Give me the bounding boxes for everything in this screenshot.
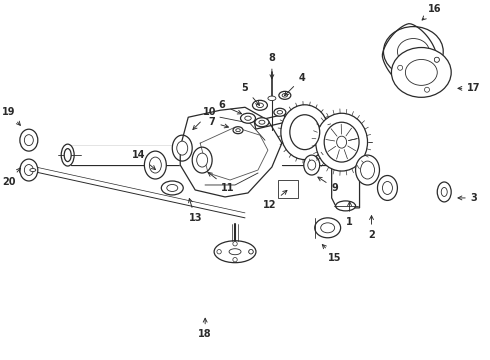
Ellipse shape [255,118,269,127]
Polygon shape [282,146,355,165]
Ellipse shape [315,218,341,238]
Ellipse shape [308,160,316,170]
Ellipse shape [20,159,38,181]
Ellipse shape [177,141,188,155]
Ellipse shape [214,241,256,263]
Text: 12: 12 [263,190,287,210]
Ellipse shape [192,147,212,173]
Circle shape [233,257,237,262]
Circle shape [249,249,253,254]
Text: 3: 3 [458,193,477,203]
Ellipse shape [149,157,161,173]
Polygon shape [180,107,282,197]
Circle shape [249,249,253,254]
Ellipse shape [256,103,264,108]
Ellipse shape [397,39,429,64]
Ellipse shape [161,181,183,195]
Ellipse shape [324,122,359,162]
Text: 8: 8 [269,54,275,78]
Ellipse shape [252,100,268,110]
Text: 15: 15 [322,244,342,263]
Text: 1: 1 [346,202,353,227]
Ellipse shape [268,96,276,100]
Ellipse shape [337,136,346,148]
Ellipse shape [437,182,451,202]
Ellipse shape [236,129,240,132]
Ellipse shape [167,184,178,192]
Ellipse shape [274,108,286,116]
Text: 20: 20 [2,168,21,187]
Ellipse shape [383,181,392,194]
Ellipse shape [229,249,241,255]
Ellipse shape [196,153,208,167]
Ellipse shape [245,116,251,120]
Ellipse shape [316,113,368,171]
Text: 16: 16 [422,4,441,20]
Text: 13: 13 [189,199,202,223]
Text: 5: 5 [242,84,260,105]
Ellipse shape [405,59,437,85]
Ellipse shape [361,161,374,179]
Polygon shape [254,114,286,129]
Text: 14: 14 [132,150,155,170]
Circle shape [233,242,237,246]
Text: 11: 11 [208,172,235,193]
Ellipse shape [282,94,288,97]
Circle shape [398,65,403,70]
Ellipse shape [336,201,356,211]
Ellipse shape [24,135,33,146]
Polygon shape [278,180,298,198]
Ellipse shape [259,120,265,124]
Text: 4: 4 [285,73,305,96]
Ellipse shape [24,165,33,176]
Circle shape [434,57,440,62]
Ellipse shape [30,168,36,171]
Ellipse shape [356,155,379,185]
Text: 7: 7 [209,117,228,128]
Ellipse shape [281,105,329,159]
Ellipse shape [279,91,291,99]
Circle shape [434,57,440,62]
Polygon shape [382,24,437,87]
Ellipse shape [290,115,319,150]
Ellipse shape [172,135,192,161]
Ellipse shape [20,129,38,151]
Text: 10: 10 [193,107,217,130]
Ellipse shape [277,111,283,114]
Ellipse shape [61,144,74,166]
Text: 19: 19 [2,107,21,125]
Circle shape [424,87,429,92]
Ellipse shape [441,188,447,197]
Text: 18: 18 [198,318,212,339]
Ellipse shape [392,48,451,97]
Ellipse shape [64,149,71,162]
Text: 2: 2 [368,216,375,240]
Polygon shape [332,158,360,208]
Circle shape [217,249,221,254]
Text: 6: 6 [219,100,242,114]
Text: 17: 17 [458,84,481,93]
Ellipse shape [241,113,255,123]
Ellipse shape [321,223,335,233]
Text: 9: 9 [318,177,338,193]
Ellipse shape [377,176,397,201]
Ellipse shape [384,27,443,76]
Ellipse shape [145,151,166,179]
Ellipse shape [304,155,319,175]
Polygon shape [71,146,180,165]
Ellipse shape [233,127,243,134]
